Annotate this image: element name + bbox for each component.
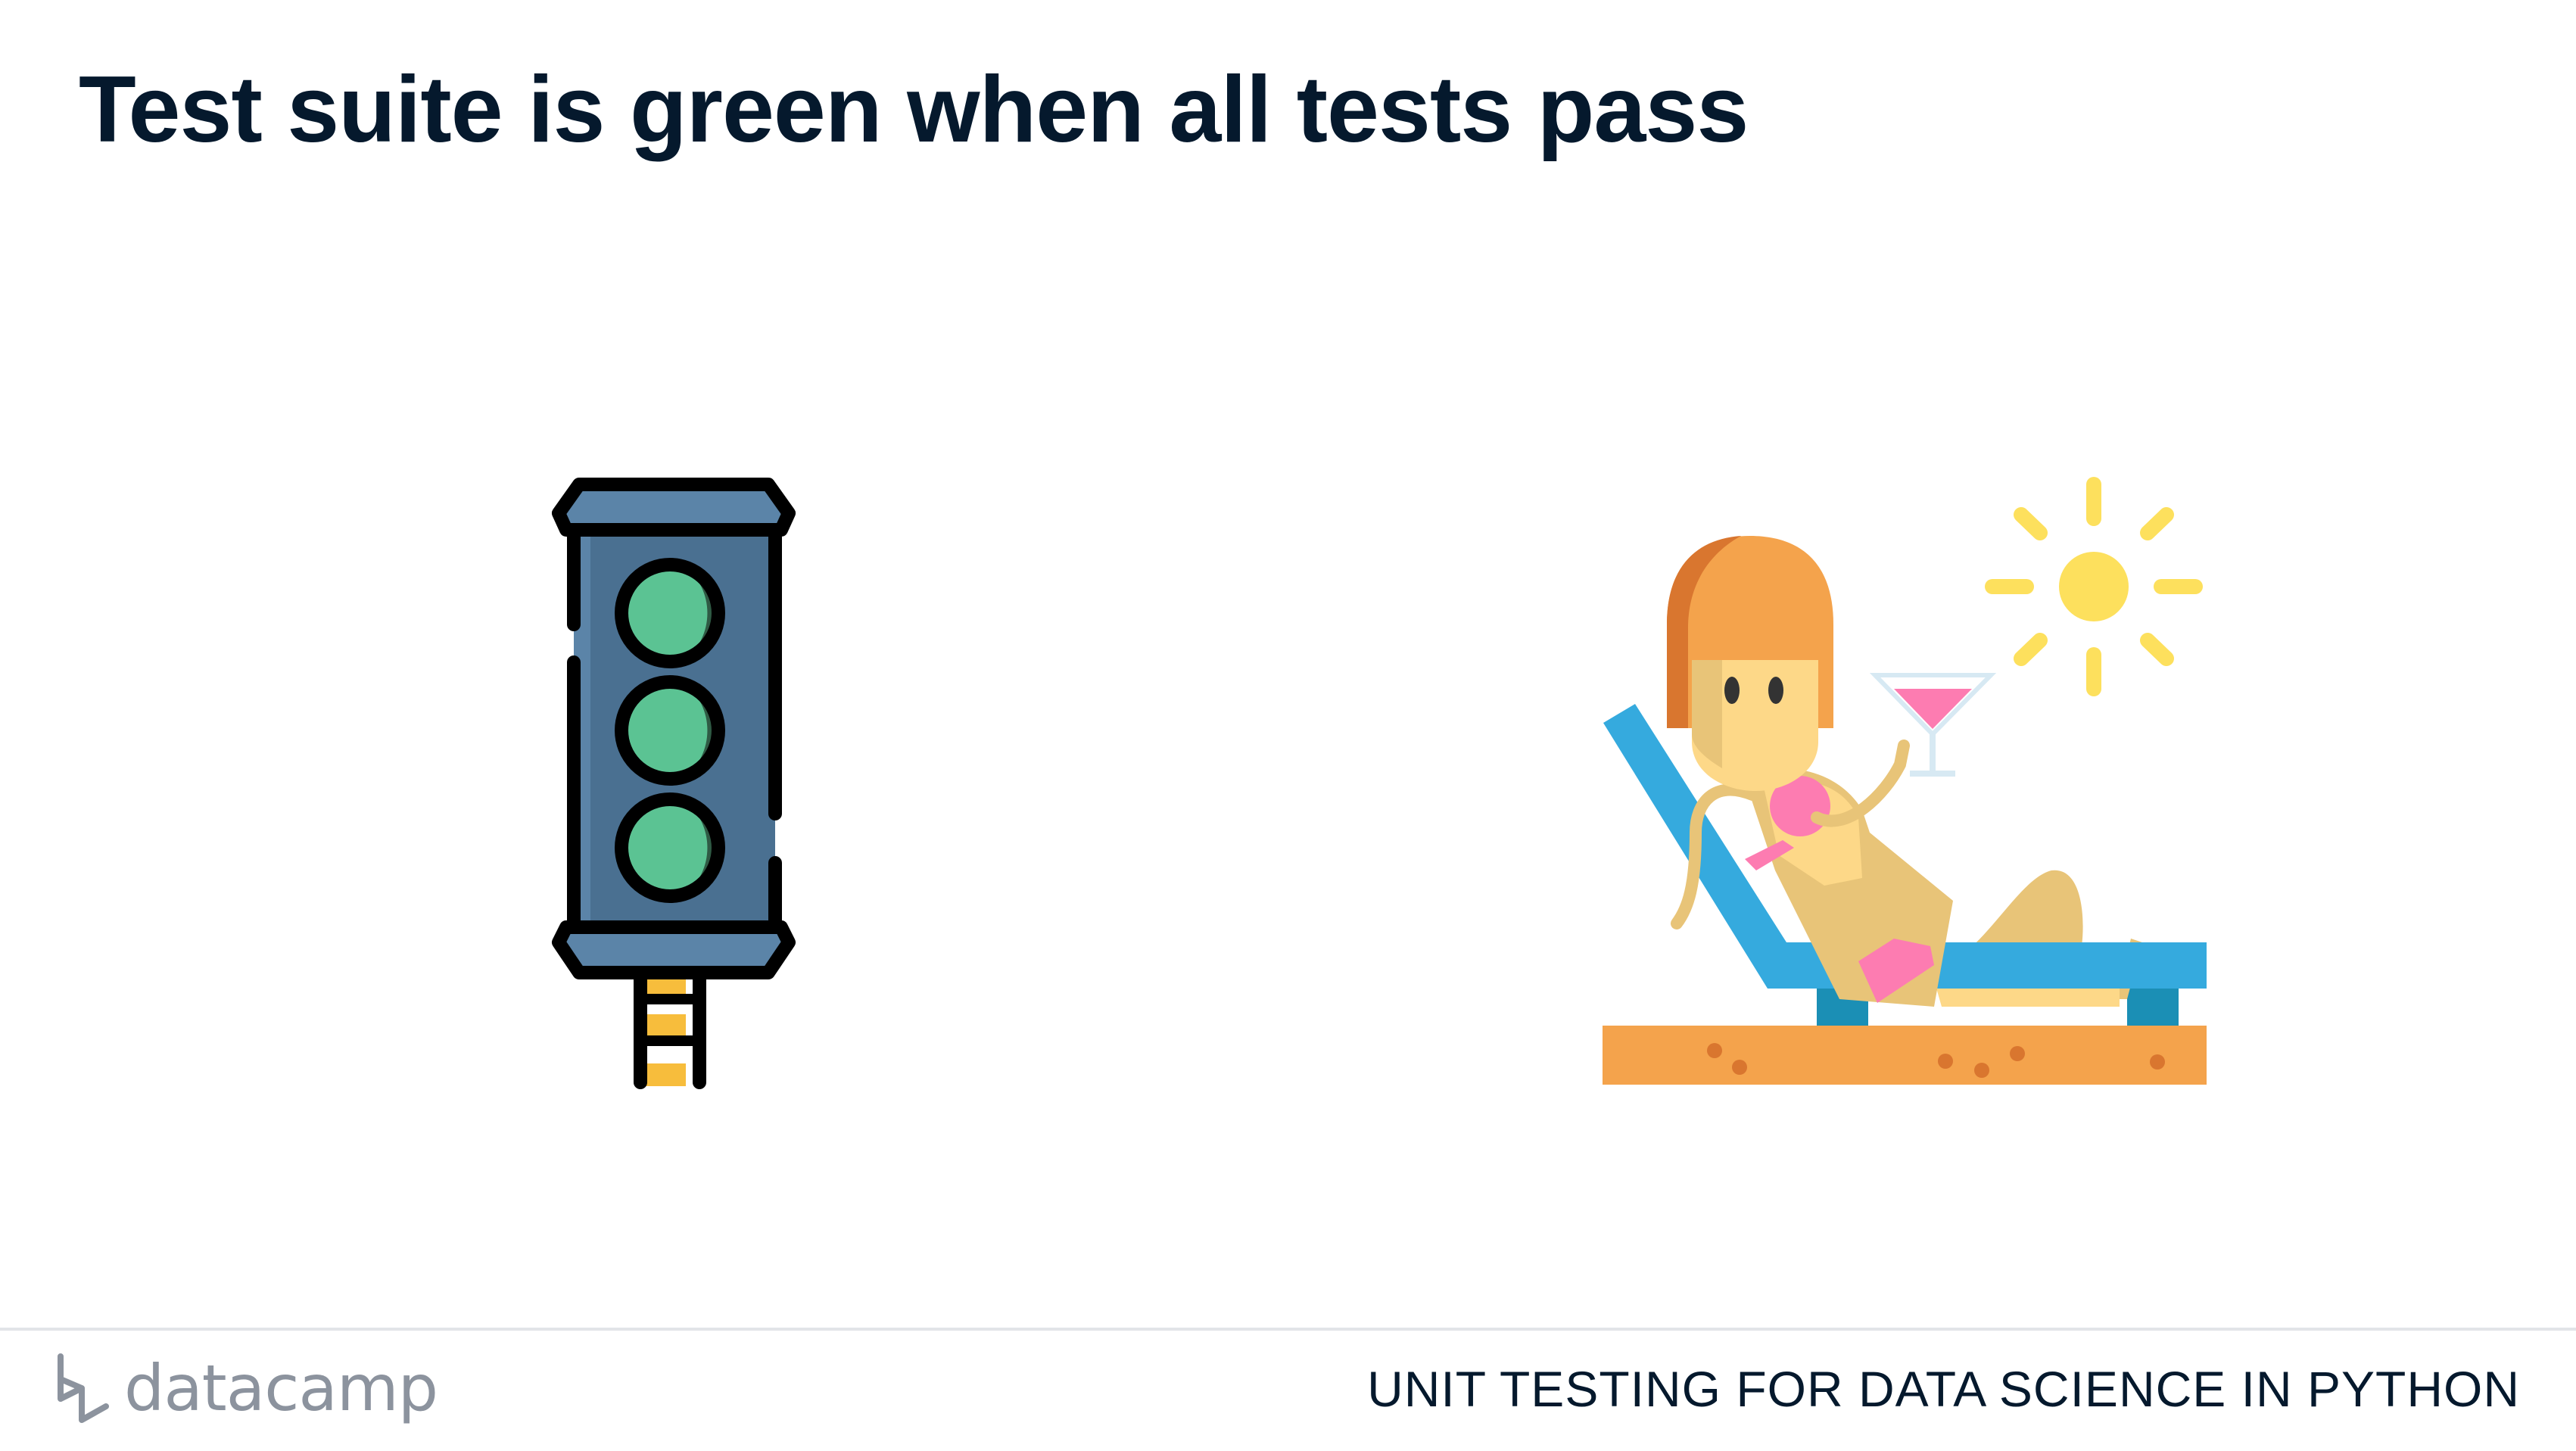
lamp-bottom bbox=[615, 792, 725, 903]
course-title: UNIT TESTING FOR DATA SCIENCE IN PYTHON bbox=[1367, 1361, 2520, 1417]
traffic-light-cap bbox=[552, 478, 796, 537]
sun-icon bbox=[1985, 477, 2203, 696]
pole bbox=[634, 966, 706, 1089]
datacamp-logo: datacamp bbox=[55, 1350, 438, 1426]
footer-divider bbox=[0, 1328, 2576, 1331]
lamp-middle bbox=[615, 675, 725, 786]
sand bbox=[1603, 1026, 2207, 1085]
lamp-top bbox=[615, 558, 725, 668]
traffic-light-icon bbox=[552, 478, 796, 1089]
logo-text: datacamp bbox=[124, 1351, 438, 1425]
woman-head bbox=[1667, 536, 1833, 791]
bikini-bottom bbox=[1858, 939, 1934, 1003]
datacamp-logo-icon bbox=[58, 1353, 109, 1423]
slide-title: Test suite is green when all tests pass bbox=[79, 58, 1749, 162]
lounger bbox=[1603, 704, 2207, 989]
sunbathing-woman-icon bbox=[1603, 477, 2207, 1085]
cocktail-glass-icon bbox=[1869, 673, 1997, 777]
